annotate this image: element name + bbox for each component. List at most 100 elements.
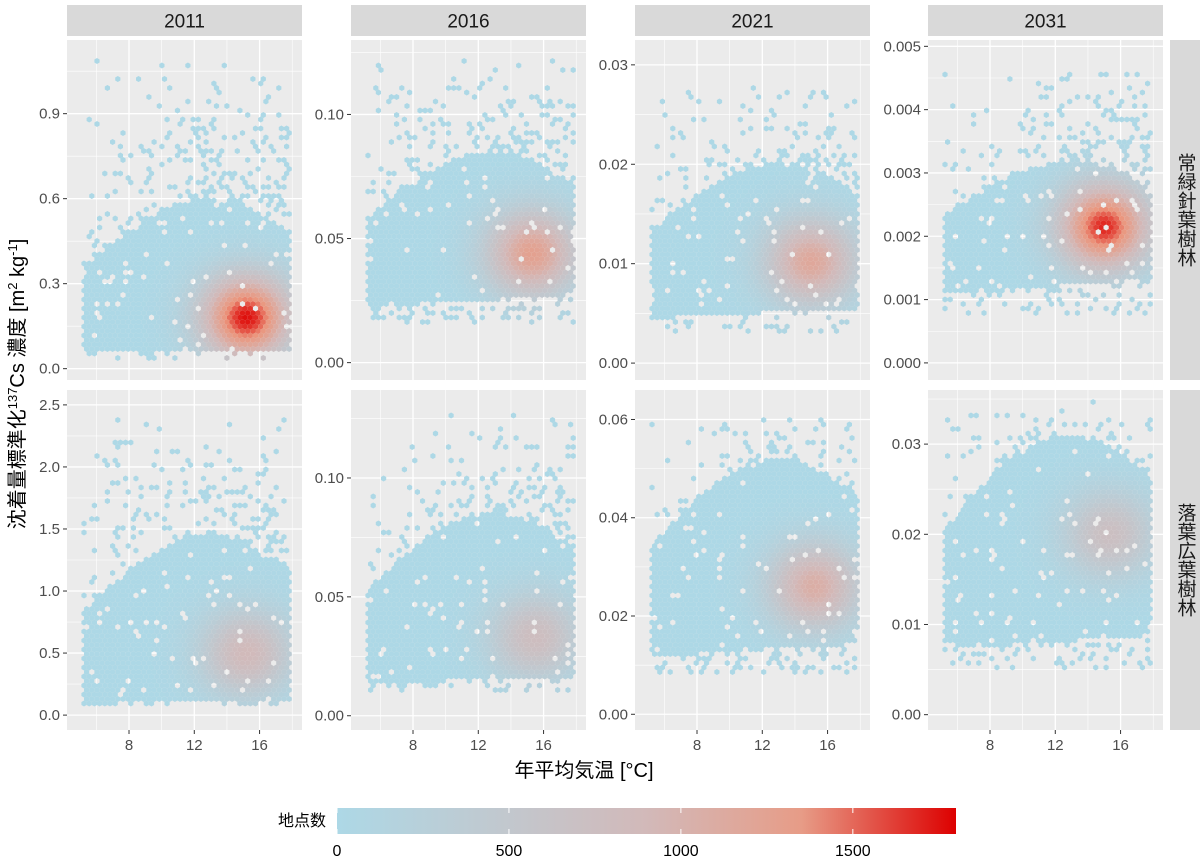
- hexbin-cell: [177, 148, 183, 154]
- hexbin-cell: [172, 256, 178, 262]
- hexbin-cell: [180, 224, 186, 231]
- hexbin-cell: [284, 125, 290, 132]
- hexbin-cell: [278, 224, 284, 231]
- hexbin-cell: [237, 215, 243, 222]
- hexbin-cell: [187, 202, 194, 208]
- hexbin-cell: [91, 314, 97, 321]
- hexbin-cell: [203, 175, 209, 181]
- hexbin-cell: [104, 256, 110, 262]
- hexbin-cell: [453, 287, 459, 294]
- hexbin-cell: [89, 337, 95, 343]
- hexbin-cell: [247, 323, 253, 330]
- hexbin-cell: [128, 287, 134, 294]
- hexbin-cell: [151, 256, 157, 262]
- hexbin-cell: [182, 301, 188, 307]
- hexbin-cell: [136, 319, 142, 325]
- hexbin-cell: [187, 256, 194, 262]
- hexbin-cell: [250, 139, 256, 145]
- hexbin-cell: [120, 319, 126, 325]
- hexbin-cell: [161, 319, 168, 325]
- hexbin-cell: [148, 233, 155, 240]
- hexbin-cell: [239, 310, 246, 316]
- hexbin-cell: [120, 328, 126, 334]
- hexbin-cell: [271, 265, 277, 271]
- hexbin-cell: [239, 328, 246, 334]
- hexbin-cell: [378, 283, 384, 289]
- hexbin-cell: [107, 314, 113, 321]
- hexbin-cell: [284, 242, 290, 249]
- hexbin-cell: [154, 296, 160, 303]
- hexbin-cell: [245, 265, 251, 271]
- hexbin-cell: [89, 193, 95, 199]
- hexbin-cell: [185, 224, 191, 231]
- hexbin-cell: [516, 287, 522, 294]
- hexbin-cell: [141, 292, 147, 298]
- hexbin-cell: [268, 143, 274, 150]
- hexbin-cell: [190, 314, 196, 321]
- hexbin-cell: [89, 292, 95, 298]
- hexbin-cell: [219, 283, 225, 289]
- hexbin-cell: [281, 337, 287, 343]
- hexbin-cell: [284, 305, 290, 312]
- hexbin-cell: [276, 283, 282, 289]
- hexbin-cell: [276, 292, 282, 298]
- hexbin-cell: [143, 287, 149, 294]
- hexbin-cell: [286, 211, 292, 217]
- hexbin-cell: [273, 233, 279, 240]
- hexbin-cell: [200, 161, 207, 168]
- hexbin-cell: [245, 184, 251, 190]
- hexbin-cell: [237, 323, 243, 330]
- hexbin-cell: [115, 274, 121, 280]
- hexbin-cell: [216, 233, 222, 240]
- hexbin-cell: [148, 188, 155, 195]
- hexbin-cell: [420, 319, 426, 325]
- hexbin-cell: [120, 130, 126, 136]
- hexbin-cell: [177, 301, 183, 307]
- hexbin-cell: [193, 346, 199, 352]
- hexbin-cell: [232, 242, 238, 249]
- hexbin-cell: [203, 211, 209, 217]
- hexbin-cell: [453, 314, 459, 321]
- hexbin-cell: [258, 296, 264, 303]
- hexbin-cell: [224, 265, 230, 271]
- hexbin-cell: [182, 319, 188, 325]
- hexbin-cell: [123, 242, 129, 249]
- hexbin-cell: [281, 301, 287, 307]
- hexbin-cell: [193, 130, 199, 136]
- hexbin-cell: [224, 103, 230, 109]
- hexbin-cell: [94, 346, 100, 352]
- hexbin-cell: [565, 310, 571, 316]
- hexbin-cell: [396, 287, 402, 294]
- hexbin-cell: [174, 287, 181, 294]
- hexbin-cell: [136, 76, 142, 82]
- hexbin-cell: [136, 292, 142, 298]
- hexbin-cell: [185, 305, 191, 312]
- hexbin-cell: [115, 265, 121, 271]
- hexbin-cell: [255, 301, 261, 307]
- hexbin-cell: [386, 278, 392, 285]
- hexbin-cell: [81, 332, 87, 339]
- hexbin-cell: [221, 323, 227, 330]
- hexbin-cell: [469, 278, 475, 285]
- hexbin-cell: [461, 292, 467, 298]
- hexbin-cell: [167, 328, 173, 334]
- hexbin-cell: [206, 242, 212, 249]
- hexbin-cell: [383, 292, 389, 298]
- hexbin-cell: [167, 220, 173, 226]
- hexbin-cell: [273, 278, 279, 285]
- hexbin-cell: [206, 197, 212, 204]
- hexbin-cell: [378, 301, 384, 307]
- hexbin-cell: [174, 233, 181, 240]
- hexbin-cell: [237, 341, 243, 348]
- hexbin-cell: [141, 319, 147, 325]
- hexbin-cell: [167, 310, 173, 316]
- hexbin-cell: [365, 278, 371, 285]
- hexbin-cell: [187, 193, 194, 199]
- hexbin-cell: [396, 305, 402, 312]
- hexbin-cell: [224, 283, 230, 289]
- hexbin-cell: [404, 292, 410, 298]
- hexbin-cell: [242, 179, 248, 186]
- hexbin-cell: [219, 328, 225, 334]
- hexbin-cell: [203, 256, 209, 262]
- hexbin-cell: [167, 157, 173, 163]
